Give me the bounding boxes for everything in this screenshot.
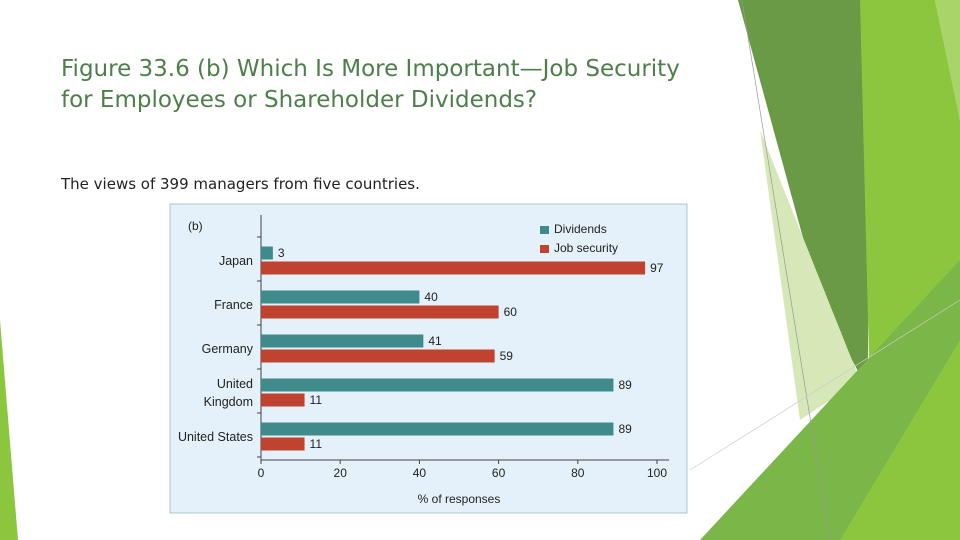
x-axis-label: % of responses [418, 492, 501, 506]
x-tick-label: 80 [571, 466, 585, 480]
x-tick-label: 60 [492, 466, 506, 480]
decor [840, 340, 960, 540]
panel-label: (b) [188, 219, 203, 233]
x-tick-label: 40 [413, 466, 427, 480]
x-tick-label: 0 [258, 466, 265, 480]
decor [860, 0, 960, 400]
legend-label: Dividends [554, 222, 607, 236]
value-label: 11 [310, 393, 323, 407]
legend-swatch [540, 226, 549, 234]
y-tick-label: United States [177, 429, 253, 444]
x-tick-label: 20 [334, 466, 348, 480]
y-tick-label: United Kingdom [203, 376, 253, 409]
decor [738, 0, 868, 390]
y-tick-label: France [214, 297, 253, 312]
bar [261, 422, 614, 436]
value-label: 59 [500, 349, 514, 363]
decor-line [741, 0, 831, 540]
legend-swatch [540, 245, 549, 253]
decor [935, 0, 960, 120]
decor [760, 130, 860, 420]
y-tick-label: Japan [218, 253, 253, 268]
value-label: 11 [310, 437, 323, 451]
value-label: 60 [504, 305, 518, 319]
bar [261, 334, 424, 348]
bar [261, 378, 614, 392]
bar [261, 349, 495, 363]
value-label: 41 [428, 334, 442, 348]
slide-subtitle: The views of 399 managers from five coun… [61, 175, 420, 193]
value-label: 89 [618, 378, 632, 392]
bar [261, 437, 305, 451]
bar [261, 246, 273, 260]
value-label: 40 [424, 290, 438, 304]
decor [0, 320, 18, 540]
bar [261, 305, 499, 319]
value-label: 89 [618, 422, 632, 436]
bar [261, 393, 305, 407]
decor-line [689, 299, 960, 471]
value-label: 3 [278, 246, 285, 260]
bar [261, 261, 646, 275]
slide-title: Figure 33.6 (b) Which Is More Important—… [61, 56, 680, 113]
value-label: 97 [650, 261, 664, 275]
y-tick-label: Germany [201, 341, 253, 356]
x-tick-label: 100 [647, 466, 667, 480]
bar [261, 290, 420, 304]
legend-label: Job security [554, 241, 618, 255]
